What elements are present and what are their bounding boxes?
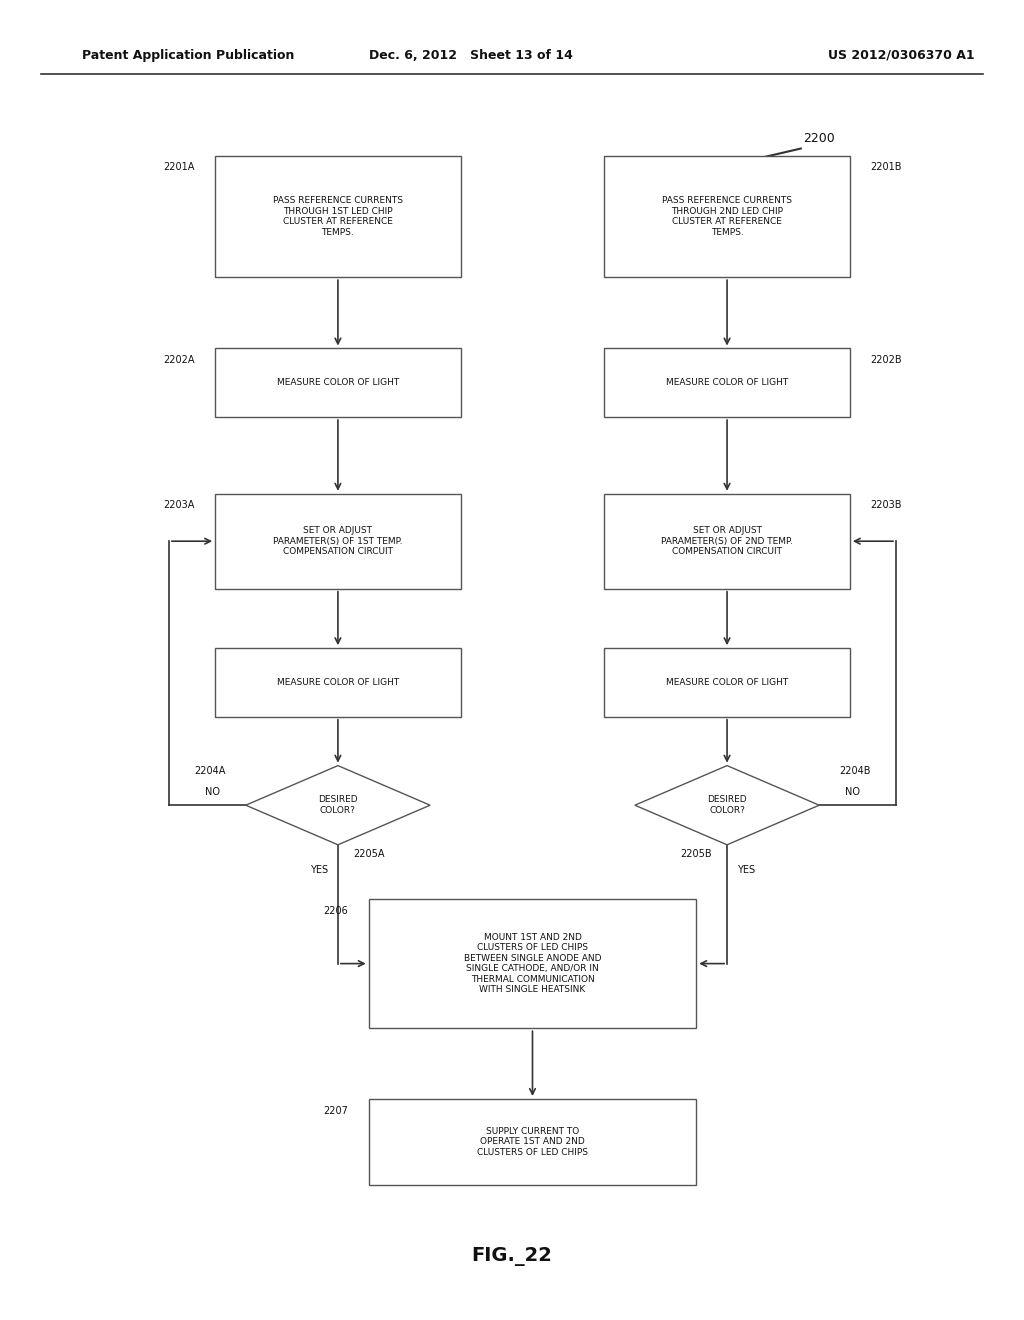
FancyBboxPatch shape [215, 156, 461, 277]
FancyBboxPatch shape [369, 1098, 696, 1185]
FancyBboxPatch shape [215, 494, 461, 589]
Text: MEASURE COLOR OF LIGHT: MEASURE COLOR OF LIGHT [666, 379, 788, 387]
Text: 2202A: 2202A [163, 355, 195, 366]
FancyBboxPatch shape [215, 648, 461, 717]
Text: NO: NO [845, 787, 860, 797]
Text: NO: NO [205, 787, 220, 797]
Polygon shape [635, 766, 819, 845]
Text: SET OR ADJUST
PARAMETER(S) OF 2ND TEMP.
COMPENSATION CIRCUIT: SET OR ADJUST PARAMETER(S) OF 2ND TEMP. … [662, 527, 793, 556]
Text: YES: YES [309, 865, 328, 875]
FancyBboxPatch shape [604, 348, 850, 417]
Text: 2203B: 2203B [870, 500, 902, 511]
Text: PASS REFERENCE CURRENTS
THROUGH 2ND LED CHIP
CLUSTER AT REFERENCE
TEMPS.: PASS REFERENCE CURRENTS THROUGH 2ND LED … [663, 197, 792, 236]
Text: SUPPLY CURRENT TO
OPERATE 1ST AND 2ND
CLUSTERS OF LED CHIPS: SUPPLY CURRENT TO OPERATE 1ST AND 2ND CL… [477, 1127, 588, 1156]
Text: FIG._22: FIG._22 [472, 1247, 552, 1266]
FancyBboxPatch shape [369, 899, 696, 1028]
Text: 2204B: 2204B [840, 766, 871, 776]
Text: 2205B: 2205B [680, 849, 712, 859]
Text: 2204A: 2204A [194, 766, 225, 776]
Text: 2203A: 2203A [163, 500, 195, 511]
Text: MOUNT 1ST AND 2ND
CLUSTERS OF LED CHIPS
BETWEEN SINGLE ANODE AND
SINGLE CATHODE,: MOUNT 1ST AND 2ND CLUSTERS OF LED CHIPS … [464, 933, 601, 994]
Text: 2200: 2200 [803, 132, 836, 145]
Text: DESIRED
COLOR?: DESIRED COLOR? [318, 796, 357, 814]
Text: 2205A: 2205A [353, 849, 385, 859]
Text: US 2012/0306370 A1: US 2012/0306370 A1 [827, 49, 975, 62]
Polygon shape [246, 766, 430, 845]
Text: Patent Application Publication: Patent Application Publication [82, 49, 294, 62]
Text: 2201B: 2201B [870, 162, 902, 173]
Text: MEASURE COLOR OF LIGHT: MEASURE COLOR OF LIGHT [276, 678, 399, 686]
Text: 2206: 2206 [324, 906, 348, 916]
FancyBboxPatch shape [604, 156, 850, 277]
Text: SET OR ADJUST
PARAMETER(S) OF 1ST TEMP.
COMPENSATION CIRCUIT: SET OR ADJUST PARAMETER(S) OF 1ST TEMP. … [273, 527, 402, 556]
Text: PASS REFERENCE CURRENTS
THROUGH 1ST LED CHIP
CLUSTER AT REFERENCE
TEMPS.: PASS REFERENCE CURRENTS THROUGH 1ST LED … [273, 197, 402, 236]
Text: MEASURE COLOR OF LIGHT: MEASURE COLOR OF LIGHT [666, 678, 788, 686]
Text: 2207: 2207 [324, 1106, 348, 1115]
Text: Dec. 6, 2012   Sheet 13 of 14: Dec. 6, 2012 Sheet 13 of 14 [369, 49, 573, 62]
Text: 2202B: 2202B [870, 355, 902, 366]
Text: DESIRED
COLOR?: DESIRED COLOR? [708, 796, 746, 814]
Text: 2201A: 2201A [163, 162, 195, 173]
Text: YES: YES [737, 865, 756, 875]
FancyBboxPatch shape [604, 648, 850, 717]
Text: MEASURE COLOR OF LIGHT: MEASURE COLOR OF LIGHT [276, 379, 399, 387]
FancyBboxPatch shape [215, 348, 461, 417]
FancyBboxPatch shape [604, 494, 850, 589]
